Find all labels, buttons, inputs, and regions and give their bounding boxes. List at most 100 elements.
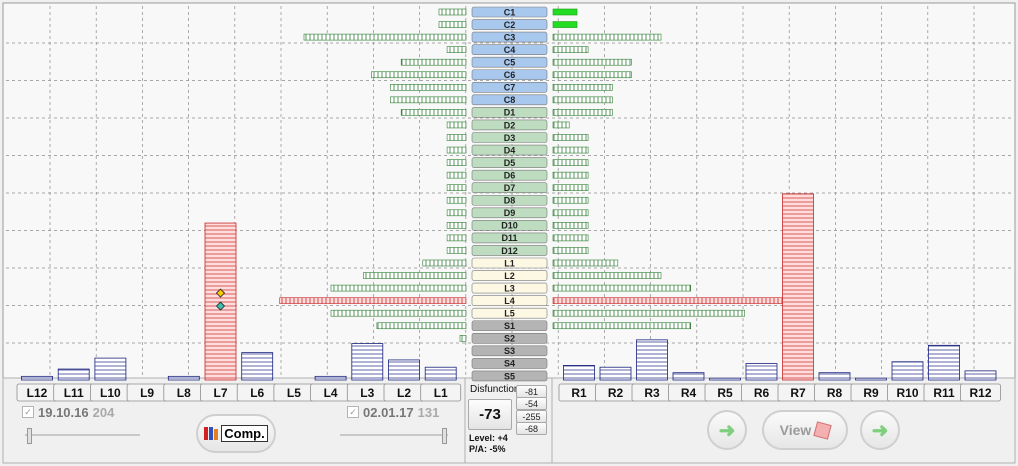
channel-bar-r10 xyxy=(891,361,924,381)
segment-bar-left-c2 xyxy=(438,21,467,28)
channel-label-l7[interactable]: L7 xyxy=(213,386,227,400)
level-text: Level: +4 xyxy=(469,433,508,443)
channel-label-r11[interactable]: R11 xyxy=(933,386,955,400)
channel-label-r2[interactable]: R2 xyxy=(608,386,624,400)
segment-bar-left-s2 xyxy=(459,334,467,342)
segment-label-d3 xyxy=(471,132,548,143)
segment-label-d12 xyxy=(471,245,548,256)
segment-label-d5 xyxy=(471,157,548,168)
segment-bar-right-d8 xyxy=(552,196,589,204)
channel-bar-l10 xyxy=(94,357,127,381)
channel-label-r7[interactable]: R7 xyxy=(790,386,806,400)
segment-bar-left-d4 xyxy=(446,146,467,154)
segment-text-d3: D3 xyxy=(504,133,516,143)
channel-label-l8[interactable]: L8 xyxy=(177,386,191,400)
segment-text-l1: L1 xyxy=(504,258,515,268)
segment-text-c4: C4 xyxy=(504,45,516,55)
segment-text-s2: S2 xyxy=(504,334,515,344)
slider-mid[interactable] xyxy=(340,428,448,444)
segment-label-d9 xyxy=(471,207,548,219)
segment-bar-right-s1 xyxy=(552,322,691,330)
segment-bar-left-d2 xyxy=(446,121,467,129)
channel-label-r3[interactable]: R3 xyxy=(644,386,660,400)
channel-bar-r7 xyxy=(782,193,814,381)
segment-text-s1: S1 xyxy=(504,321,515,331)
segment-bar-left-c4 xyxy=(446,46,467,53)
segment-bar-right-l3 xyxy=(552,284,691,292)
segment-text-s4: S4 xyxy=(504,359,515,369)
channel-bar-r12 xyxy=(964,370,997,381)
date-checkbox-left[interactable]: ✓ xyxy=(22,406,34,418)
segment-bar-left-c5 xyxy=(400,58,467,66)
channel-label-l6[interactable]: L6 xyxy=(250,386,264,400)
disfunction-sub-2: -54 xyxy=(516,397,547,410)
segment-label-d8 xyxy=(471,194,548,206)
compare-button[interactable]: Comp. xyxy=(196,414,276,453)
channel-bar-r4 xyxy=(672,372,705,381)
channel-label-r12[interactable]: R12 xyxy=(969,386,991,400)
date-text-left: 19.10.16 xyxy=(38,404,89,420)
segment-label-c6 xyxy=(471,69,548,81)
channel-label-l2[interactable]: L2 xyxy=(397,386,411,400)
segment-label-d6 xyxy=(471,169,548,181)
slider-mid-thumb[interactable] xyxy=(442,428,447,444)
channel-label-r6[interactable]: R6 xyxy=(754,386,770,400)
date-text-mid: 02.01.17 xyxy=(363,404,414,420)
date-check-left[interactable]: ✓ 19.10.16 204 xyxy=(22,404,114,420)
channel-label-l9[interactable]: L9 xyxy=(140,386,154,400)
segment-label-c7 xyxy=(471,82,548,93)
channel-label-l3[interactable]: L3 xyxy=(360,386,374,400)
view-label: View xyxy=(779,422,812,438)
segment-label-s2 xyxy=(471,332,548,344)
channel-label-r4[interactable]: R4 xyxy=(681,386,697,400)
channel-button-l1[interactable] xyxy=(420,383,462,402)
next-button[interactable]: ➜ xyxy=(860,410,900,450)
slider-left[interactable] xyxy=(25,428,140,444)
segment-text-c3: C3 xyxy=(504,32,516,42)
segment-bar-left-d1 xyxy=(400,109,467,116)
channel-bar-l3 xyxy=(351,343,384,381)
segment-bar-right-d10 xyxy=(552,222,589,229)
segment-text-c7: C7 xyxy=(504,83,516,93)
marker-yellow-icon xyxy=(215,288,226,298)
marker-teal-icon xyxy=(215,301,226,311)
channel-label-r9[interactable]: R9 xyxy=(863,386,879,400)
channel-label-l5[interactable]: L5 xyxy=(287,386,301,400)
segment-label-d10 xyxy=(471,220,548,231)
segment-text-d10: D10 xyxy=(501,221,518,231)
pa-text: P/A: -5% xyxy=(469,444,506,454)
count-text-mid: 131 xyxy=(417,404,440,420)
channel-label-l1[interactable]: L1 xyxy=(434,386,448,400)
channel-bar-r1 xyxy=(563,364,595,381)
channel-label-r8[interactable]: R8 xyxy=(827,386,843,400)
segment-bar-right-d4 xyxy=(552,146,589,154)
channel-bar-l1 xyxy=(424,366,457,381)
channel-bar-r2 xyxy=(599,366,632,381)
date-checkbox-mid[interactable]: ✓ xyxy=(347,406,359,418)
segment-bar-right-d7 xyxy=(552,184,589,191)
arrow-left-icon: ➜ xyxy=(718,419,736,442)
channel-label-l12[interactable]: L12 xyxy=(27,386,48,400)
channel-label-l11[interactable]: L11 xyxy=(64,386,84,400)
channel-label-l4[interactable]: L4 xyxy=(324,386,338,400)
slider-left-thumb[interactable] xyxy=(27,428,32,444)
segment-bar-left-c1 xyxy=(438,8,467,16)
segment-text-d12: D12 xyxy=(501,246,518,256)
segment-bar-right-l4 xyxy=(552,297,799,304)
view-button[interactable]: View xyxy=(762,410,848,450)
channel-label-r10[interactable]: R10 xyxy=(896,386,918,400)
channel-label-r5[interactable]: R5 xyxy=(717,386,733,400)
segment-bar-left-d6 xyxy=(446,171,467,179)
date-check-mid[interactable]: ✓ 02.01.17 131 xyxy=(347,404,439,420)
segment-bar-right-c4 xyxy=(552,46,589,53)
channel-label-l10[interactable]: L10 xyxy=(100,386,121,400)
segment-bar-left-d9 xyxy=(446,209,467,217)
segment-bar-left-c7 xyxy=(390,84,467,91)
segment-label-s5 xyxy=(471,370,548,382)
channel-button-r12[interactable] xyxy=(960,383,1001,402)
previous-button[interactable]: ➜ xyxy=(707,410,747,450)
channel-bar-l4 xyxy=(314,375,347,381)
channel-label-r1[interactable]: R1 xyxy=(571,386,587,400)
segment-label-l3 xyxy=(471,282,548,294)
segment-bar-left-l5 xyxy=(330,309,467,317)
